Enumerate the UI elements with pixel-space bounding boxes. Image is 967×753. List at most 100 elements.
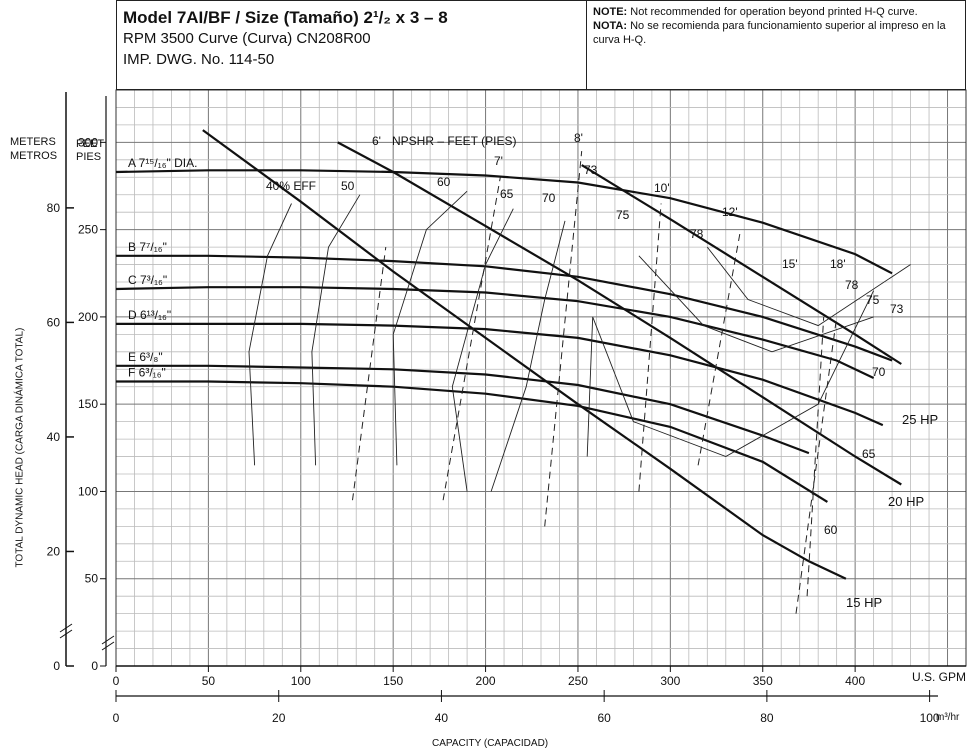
- efficiency-label: 40% EFF: [266, 179, 316, 193]
- meters-axis-break: [59, 623, 73, 639]
- efficiency-contour: [638, 255, 874, 353]
- efficiency-label: 70: [872, 365, 886, 379]
- m3hr-tick-label: 100: [920, 711, 940, 725]
- gpm-tick-label: 300: [660, 674, 680, 688]
- npsh-line: [795, 316, 838, 614]
- metros-label: METROS: [10, 150, 58, 162]
- m3hr-tick-label: 40: [435, 711, 449, 725]
- note-box: NOTE: Not recommended for operation beyo…: [587, 1, 965, 89]
- chart-labels: A 7¹⁵/₁₆" DIA. B 7⁷/₁₆" C 7³/₁₆" D 6¹³/₁₆" E…: [128, 131, 938, 610]
- npsh-line: [352, 247, 387, 501]
- hp-label: 25 HP: [902, 412, 938, 427]
- chart-header: Model 7AI/BF / Size (Tamaño) 2¹/₂ x 3 – …: [116, 0, 966, 90]
- meters-label: METERS: [10, 136, 56, 148]
- efficiency-label: 60: [824, 523, 838, 537]
- impeller-curve: [116, 364, 810, 455]
- efficiency-label: 73: [584, 163, 598, 177]
- feet-tick-label: 150: [78, 397, 98, 411]
- efficiency-contour: [392, 190, 468, 466]
- npsh-label: 8': [574, 131, 583, 145]
- gpm-tick-label: 100: [291, 674, 311, 688]
- efficiency-contour: [311, 194, 361, 466]
- impeller-label: B 7⁷/₁₆": [128, 240, 167, 254]
- nota-label: NOTA:: [593, 20, 628, 32]
- npsh-line: [806, 316, 825, 597]
- hp-label: 15 HP: [846, 595, 882, 610]
- efficiency-contour: [490, 220, 566, 492]
- npsh-label: 15': [782, 257, 798, 271]
- feet-tick-label: 0: [91, 659, 98, 673]
- npsh-line: [638, 203, 662, 492]
- impeller-label: D 6¹³/₁₆": [128, 308, 171, 322]
- meter-tick-label: 20: [47, 544, 61, 558]
- npsh-title: NPSHR – FEET (PIES): [392, 134, 516, 148]
- hp-label: 20 HP: [888, 494, 924, 509]
- drawing-number: IMP. DWG. No. 114-50: [123, 51, 275, 68]
- efficiency-contour: [706, 246, 911, 327]
- x-axis-title: CAPACITY (CAPACIDAD): [432, 738, 549, 749]
- meter-tick-label: 0: [53, 659, 60, 673]
- gpm-tick-label: 0: [113, 674, 120, 688]
- m3hr-tick-label: 20: [272, 711, 286, 725]
- nota-text: No se recomienda para funcionamiento sup…: [593, 20, 946, 46]
- efficiency-label: 75: [616, 208, 630, 222]
- npsh-line: [442, 177, 501, 501]
- model-title: Model 7AI/BF / Size (Tamaño) 2¹/₂ x 3 – …: [123, 8, 448, 27]
- impeller-label: C 7³/₁₆": [128, 273, 167, 287]
- impeller-curve: [115, 286, 875, 379]
- note-label: NOTE:: [593, 6, 628, 18]
- efficiency-contour: [248, 203, 292, 466]
- efficiency-label: 60: [437, 175, 451, 189]
- feet-axis-break: [101, 635, 115, 651]
- m3hr-tick-label: 60: [597, 711, 611, 725]
- feet-tick-label: 100: [78, 484, 98, 498]
- impeller-curve: [116, 254, 893, 362]
- hp-line: [337, 141, 902, 486]
- gpm-tick-label: 200: [476, 674, 496, 688]
- feet-tick-label: 200: [78, 310, 98, 324]
- feet-tick-label: 300: [78, 135, 98, 149]
- npsh-label: 10': [654, 181, 670, 195]
- gpm-tick-label: 50: [202, 674, 216, 688]
- impeller-curve: [116, 322, 884, 427]
- curves: [115, 129, 911, 614]
- efficiency-contour: [586, 290, 875, 457]
- gpm-tick-label: 400: [845, 674, 865, 688]
- efficiency-label: 65: [500, 187, 514, 201]
- hp-line: [202, 129, 847, 580]
- note-text: Not recommended for operation beyond pri…: [630, 6, 918, 18]
- gpm-tick-label: 250: [568, 674, 588, 688]
- impeller-label: A 7¹⁵/₁₆" DIA.: [128, 156, 197, 170]
- efficiency-label: 73: [890, 302, 904, 316]
- impeller-curve: [115, 169, 893, 275]
- gpm-tick-label: 150: [383, 674, 403, 688]
- impeller-label: E 6³/₈": [128, 350, 163, 364]
- efficiency-label: 78: [845, 278, 859, 292]
- impeller-label: F 6³/₁₆": [128, 365, 166, 379]
- efficiency-label: 78: [690, 227, 704, 241]
- meter-tick-label: 80: [47, 201, 61, 215]
- feet-tick-label: 250: [78, 223, 98, 237]
- npsh-label: 7': [494, 154, 503, 168]
- m3hr-unit-label: m³/hr: [936, 712, 960, 723]
- y-axis-title: TOTAL DYNAMIC HEAD (CARGA DINÁMICA TOTAL…: [14, 327, 26, 568]
- model-info: Model 7AI/BF / Size (Tamaño) 2¹/₂ x 3 – …: [117, 1, 587, 89]
- m3hr-tick-label: 0: [113, 711, 120, 725]
- meter-tick-label: 60: [47, 315, 61, 329]
- efficiency-label: 65: [862, 447, 876, 461]
- npsh-line: [697, 229, 742, 466]
- curve-info: RPM 3500 Curve (Curva) CN208R00: [123, 30, 371, 47]
- grid: [115, 89, 967, 667]
- gpm-tick-label: 350: [753, 674, 773, 688]
- impeller-curve: [116, 380, 828, 503]
- hp-line: [581, 164, 902, 365]
- feet-label: FEET: [76, 138, 105, 150]
- m3hr-tick-label: 80: [760, 711, 774, 725]
- npsh-label: 12': [722, 205, 738, 219]
- npsh-line: [544, 151, 583, 527]
- pies-label: PIES: [76, 151, 102, 163]
- npsh-label: 18': [830, 257, 846, 271]
- efficiency-contour: [451, 208, 514, 492]
